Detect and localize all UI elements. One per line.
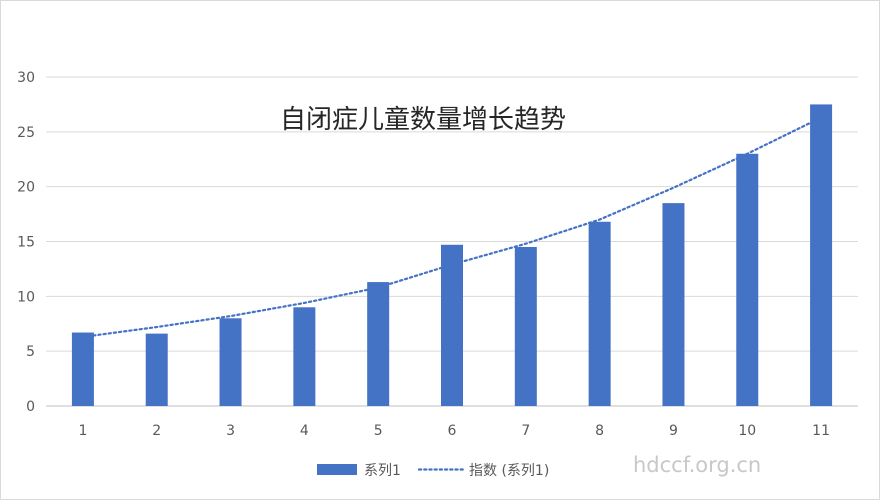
trendline-series [81, 116, 823, 339]
x-tick-label: 11 [812, 423, 830, 439]
y-tick-label: 5 [26, 344, 35, 360]
x-tick-label: 4 [300, 423, 309, 439]
y-axis-ticks: 0 5 10 15 20 25 30 [17, 70, 35, 415]
bar-series [71, 104, 833, 407]
x-tick-label: 7 [521, 423, 530, 439]
bar [71, 332, 94, 406]
legend-label-bar: 系列1 [364, 463, 401, 479]
bar [293, 307, 316, 406]
bar [145, 333, 168, 406]
bar [367, 282, 390, 406]
x-tick-label: 2 [152, 423, 161, 439]
x-tick-label: 8 [595, 423, 604, 439]
x-tick-label: 6 [448, 423, 457, 439]
legend-swatch-bar [317, 464, 357, 475]
x-tick-label: 1 [78, 423, 87, 439]
x-tick-label: 10 [738, 423, 756, 439]
x-axis-ticks: 1 2 3 4 5 6 7 8 9 10 11 [78, 423, 830, 439]
y-tick-label: 30 [17, 70, 35, 86]
y-tick-label: 25 [17, 125, 35, 141]
x-tick-label: 3 [226, 423, 235, 439]
x-tick-label: 9 [669, 423, 678, 439]
bar [514, 246, 537, 406]
bar [810, 104, 833, 407]
bar [219, 318, 242, 406]
legend: 系列1 指数 (系列1) [317, 463, 549, 479]
bar [736, 153, 759, 406]
bar [662, 203, 685, 406]
y-tick-label: 0 [26, 399, 35, 415]
x-tick-label: 5 [374, 423, 383, 439]
y-tick-label: 20 [17, 180, 35, 196]
y-tick-label: 10 [17, 289, 35, 305]
chart-title: 自闭症儿童数量增长趋势 [280, 105, 566, 135]
watermark-text: hdccf.org.cn [633, 453, 761, 477]
y-tick-label: 15 [17, 235, 35, 251]
bar [588, 221, 611, 406]
legend-label-trend: 指数 (系列1) [469, 463, 549, 479]
bar [441, 244, 463, 406]
